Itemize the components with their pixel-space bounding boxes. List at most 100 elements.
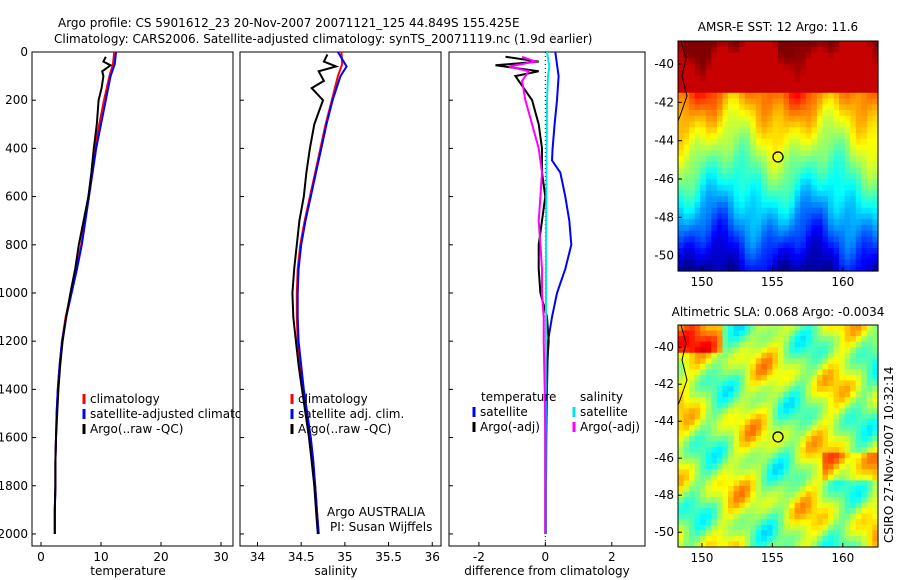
- map-cell: [811, 253, 818, 261]
- map-cell: [783, 46, 790, 54]
- map-cell: [761, 179, 768, 186]
- map-cell: [755, 386, 762, 393]
- map-cell: [800, 380, 807, 387]
- map-cell: [839, 196, 846, 203]
- map-cell: [761, 369, 768, 376]
- map-cell: [833, 535, 840, 543]
- map-cell: [811, 75, 818, 82]
- map-cell: [705, 408, 712, 415]
- map-cell: [844, 513, 851, 520]
- map-cell: [733, 497, 740, 504]
- map-cell: [822, 98, 829, 105]
- map-cell: [694, 469, 701, 476]
- map-cell: [755, 219, 762, 226]
- map-cell: [739, 463, 746, 470]
- map-cell: [850, 341, 857, 348]
- map-cell: [850, 69, 857, 77]
- map-cell: [728, 424, 735, 432]
- map-cell: [761, 196, 768, 203]
- map-cell: [861, 485, 868, 493]
- map-cell: [755, 81, 762, 88]
- map-cell: [794, 115, 801, 123]
- map-cell: [833, 336, 840, 343]
- map-cell: [789, 173, 796, 180]
- map-cell: [783, 207, 790, 215]
- map-cell: [722, 491, 729, 498]
- map-cell: [755, 46, 762, 54]
- map-cell: [761, 225, 768, 232]
- map-cell: [761, 541, 768, 548]
- map-cell: [800, 253, 807, 261]
- map-cell: [678, 115, 685, 123]
- map-cell: [866, 474, 874, 481]
- map-cell: [789, 413, 796, 420]
- map-cell: [722, 242, 729, 249]
- map-cell: [716, 81, 724, 88]
- map-cell: [705, 121, 712, 128]
- map-cell: [761, 469, 768, 476]
- map-cell: [700, 69, 707, 77]
- map-cell: [678, 497, 685, 504]
- map-cell: [683, 325, 690, 332]
- map-cell: [683, 485, 690, 493]
- map-cell: [722, 196, 729, 203]
- map-cell: [839, 447, 846, 454]
- map-cell: [778, 202, 785, 209]
- map-cell: [861, 46, 868, 54]
- x-tick-label: 0: [37, 550, 45, 564]
- map-cell: [789, 213, 796, 220]
- map-cell: [794, 458, 801, 465]
- map-cell: [761, 374, 768, 382]
- map-cell: [866, 52, 874, 59]
- map-cell: [866, 402, 874, 409]
- map-cell: [716, 207, 724, 215]
- map-cell: [872, 441, 879, 448]
- map-cell: [739, 380, 746, 387]
- map-cell: [683, 452, 690, 459]
- map-cell: [689, 225, 696, 232]
- map-cell: [805, 502, 812, 509]
- map-cell: [716, 502, 724, 509]
- map-cell: [750, 133, 757, 140]
- map-cell: [789, 190, 796, 197]
- map-cell: [694, 452, 701, 459]
- map-cell: [711, 485, 718, 493]
- map-cell: [716, 363, 724, 370]
- map-cell: [728, 161, 735, 169]
- map-cell: [794, 463, 801, 470]
- map-cell: [689, 75, 696, 82]
- map-cell: [805, 144, 812, 151]
- map-cell: [828, 369, 835, 376]
- map-cell: [694, 380, 701, 387]
- map-cell: [755, 408, 762, 415]
- map-cell: [783, 87, 790, 94]
- map-cell: [739, 230, 746, 238]
- map-cell: [744, 127, 751, 134]
- map-cell: [844, 87, 851, 94]
- map-cell: [733, 463, 740, 470]
- map-cell: [822, 374, 829, 382]
- map-cell: [733, 325, 740, 332]
- map-cell: [822, 179, 829, 186]
- map-cell: [822, 358, 829, 365]
- map-cell: [722, 363, 729, 370]
- map-cell: [694, 386, 701, 393]
- map-cell: [728, 69, 735, 77]
- map-cell: [694, 535, 701, 543]
- map-cell: [828, 452, 835, 459]
- map-cell: [705, 225, 712, 232]
- map-cell: [789, 530, 796, 537]
- map-cell: [722, 69, 729, 77]
- map-cell: [839, 225, 846, 232]
- map-cell: [700, 524, 707, 531]
- map-cell: [705, 230, 712, 238]
- map-cell: [872, 369, 879, 376]
- map-cell: [700, 167, 707, 174]
- map-cell: [705, 358, 712, 365]
- map-cell: [689, 253, 696, 261]
- map-cell: [789, 524, 796, 531]
- map-cell: [811, 207, 818, 215]
- map-cell: [739, 242, 746, 249]
- map-cell: [800, 133, 807, 140]
- map-cell: [872, 144, 879, 151]
